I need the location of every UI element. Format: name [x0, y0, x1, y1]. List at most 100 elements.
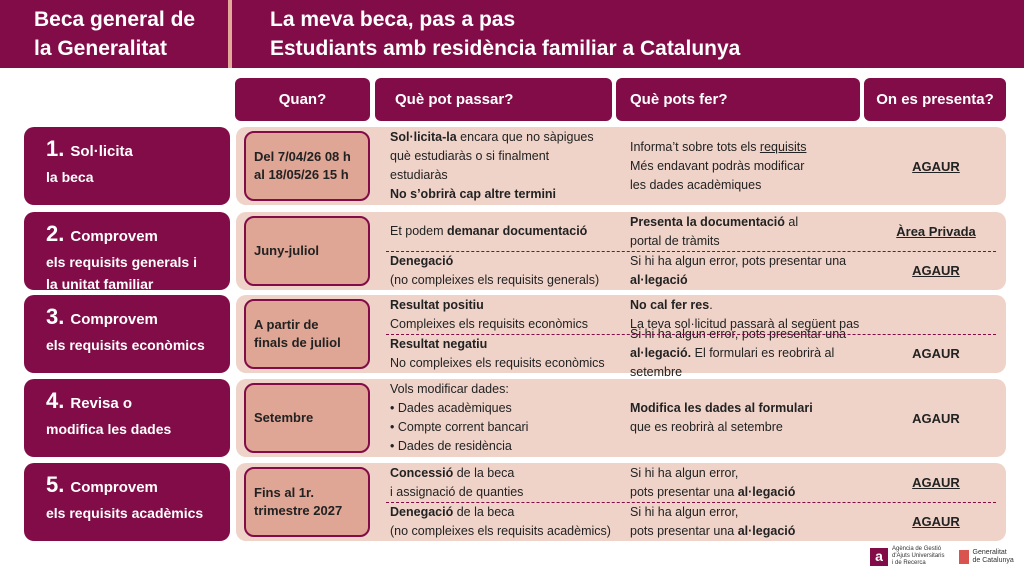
- what-to-do-line: al·legació: [630, 271, 866, 290]
- step-heading: 3. Comprovem: [46, 303, 230, 334]
- step-title: Comprovem: [70, 228, 158, 245]
- step-heading: 4. Revisa o: [46, 387, 230, 418]
- what-to-do-line: Modifica les dades al formulari: [630, 399, 866, 418]
- text-segment: què estudiaràs o si finalment: [390, 149, 550, 163]
- step-title: Comprovem: [70, 479, 158, 496]
- text-segment: Si hi ha algun error,: [630, 504, 739, 519]
- gencat-logo-text: de Catalunya: [972, 556, 1014, 564]
- what-to-do-line: Si hi ha algun error, pots presentar una: [630, 252, 866, 271]
- what-can-happen-line: Sol·licita-la encara que no sàpigues: [390, 128, 622, 147]
- date-box: Del 7/04/26 08 h al 18/05/26 15 h: [244, 131, 370, 201]
- what-can-happen: Sol·licita-la encara que no sàpigues què …: [390, 127, 622, 205]
- submit-link[interactable]: AGAUR: [912, 158, 960, 174]
- text-segment: encara que no sàpigues: [456, 130, 594, 144]
- what-can-happen: Resultat positiu Compleixes els requisits…: [390, 295, 622, 334]
- text-segment: Vols modificar dades:: [390, 382, 509, 396]
- text-segment: (no compleixes els requisits generals): [390, 272, 600, 287]
- where-to-submit: AGAUR: [866, 251, 1006, 290]
- agaur-logo-text: Agència de Gestió: [892, 546, 942, 552]
- text-segment: que es reobrirà al setembre: [630, 420, 783, 434]
- where-to-submit: [866, 295, 1006, 334]
- what-to-do-line: Presenta la documentació al: [630, 213, 866, 232]
- text-segment: al·legació: [737, 484, 796, 499]
- date-box: A partir de finals de juliol: [244, 299, 370, 369]
- step-box: 1. Sol·licita la beca: [24, 127, 230, 205]
- what-can-happen-line: estudiaràs: [390, 166, 622, 185]
- step-panel: Setembre Vols modificar dades: • Dades aca…: [236, 379, 1006, 457]
- step-title: Comprovem: [70, 311, 158, 328]
- date-line: Setembre: [254, 410, 314, 425]
- step-title-line: la beca: [46, 169, 94, 185]
- requisits-link[interactable]: requisits: [759, 139, 807, 154]
- text-segment: Sol·licita-la: [390, 130, 457, 144]
- text-segment: Informa’t sobre tots els: [630, 139, 760, 154]
- gencat-logo: Generalitat de Catalunya: [958, 549, 1014, 565]
- outcome-row: Concessió de la beca i assignació de quan…: [236, 463, 1006, 502]
- title-banner: [0, 0, 1024, 68]
- what-can-happen: Vols modificar dades: • Dades acadèmiques…: [390, 379, 622, 457]
- text-segment: Resultat positiu: [390, 297, 484, 312]
- gencat-logo-mark: [958, 549, 969, 564]
- banner-divider: [228, 0, 232, 68]
- submit-link[interactable]: AGAUR: [912, 475, 960, 490]
- date-box: Juny-juliol: [244, 216, 370, 286]
- where-to-submit: AGAUR: [866, 502, 1006, 541]
- program-title: Beca general de la Generalitat: [34, 5, 195, 63]
- what-to-do: Presenta la documentació al portal de trà…: [630, 212, 866, 251]
- what-to-do-line: pots presentar una al·legació: [630, 483, 866, 502]
- text-segment: La teva sol·licitud passarà al següent p…: [630, 316, 860, 331]
- submit-link[interactable]: Àrea Privada: [896, 224, 976, 239]
- submit-link[interactable]: AGAUR: [912, 263, 960, 278]
- what-to-do-line: No cal fer res.: [630, 296, 866, 315]
- step-number: 2.: [46, 221, 65, 246]
- outcome-row: Vols modificar dades: • Dades acadèmiques…: [236, 379, 1006, 457]
- what-can-happen: Et podem demanar documentació: [390, 212, 622, 251]
- what-can-happen-line: • Dades de residència: [390, 437, 622, 456]
- step-title-line: els requisits acadèmics: [46, 505, 204, 521]
- what-to-do: No cal fer res. La teva sol·licitud passa…: [630, 295, 866, 334]
- where-to-submit: AGAUR: [866, 463, 1006, 502]
- agaur-logo-mark: a: [870, 547, 888, 566]
- what-to-do-line: Si hi ha algun error,: [630, 464, 866, 483]
- column-header-quan: Quan?: [235, 78, 370, 121]
- text-segment: demanar documentació: [446, 224, 588, 238]
- page-title: La meva beca, pas a pas Estudiants amb r…: [270, 5, 740, 63]
- text-segment: de la beca: [453, 465, 515, 480]
- step-panel: Fins al 1r. trimestre 2027 Concessió de la…: [236, 463, 1006, 541]
- what-can-happen: Resultat negatiu No compleixes els requis…: [390, 334, 622, 373]
- what-can-happen-line: No s’obrirà cap altre termini: [390, 185, 622, 204]
- step-heading: 1. Sol·licita: [46, 135, 230, 166]
- what-to-do: Si hi ha algun error, pots presentar una…: [630, 327, 866, 379]
- text-segment: Si hi ha algun error, pots presentar una: [630, 253, 847, 268]
- text-segment: • Dades de residència: [390, 439, 512, 453]
- submit-link[interactable]: AGAUR: [912, 514, 960, 529]
- what-to-do: Modifica les dades al formulari que es re…: [630, 379, 866, 457]
- text-segment: No s’obrirà cap altre termini: [390, 187, 557, 201]
- text-segment: i assignació de quanties: [390, 484, 524, 499]
- step-title: Revisa o: [70, 395, 133, 412]
- what-can-happen-line: i assignació de quanties: [390, 483, 622, 502]
- what-to-do-line: les dades acadèmiques: [630, 176, 866, 195]
- what-can-happen: Denegació (no compleixes els requisits ge…: [390, 251, 622, 290]
- outcome-row: Denegació (no compleixes els requisits ge…: [236, 251, 1006, 290]
- what-can-happen-line: Concessió de la beca: [390, 464, 622, 483]
- where-to-submit: AGAUR: [866, 379, 1006, 457]
- where-to-submit: AGAUR: [866, 127, 1006, 205]
- text-segment: portal de tràmits: [630, 233, 720, 248]
- outcome-row: Et podem demanar documentació Presenta la…: [236, 212, 1006, 251]
- what-to-do-line: Més endavant podràs modificar: [630, 157, 866, 176]
- submit-label: AGAUR: [912, 346, 960, 361]
- date-line: A partir de: [254, 317, 319, 332]
- what-to-do-line: La teva sol·licitud passarà al següent p…: [630, 315, 866, 334]
- text-segment: • Compte corrent bancari: [390, 420, 529, 434]
- column-header-que-pots-fer: Què pots fer?: [616, 78, 860, 121]
- date-box: Setembre: [244, 383, 370, 453]
- what-to-do-line: al·legació. El formulari es reobrirà al …: [630, 344, 866, 382]
- what-to-do: Si hi ha algun error, pots presentar una …: [630, 502, 866, 541]
- step-number: 1.: [46, 136, 65, 161]
- agaur-logo: a Agència de Gestió d'Ajuts Universitari…: [870, 546, 945, 567]
- what-can-happen: Concessió de la beca i assignació de quan…: [390, 463, 622, 502]
- text-segment: Si hi ha algun error,: [630, 465, 739, 480]
- step-number: 4.: [46, 388, 65, 413]
- where-to-submit: Àrea Privada: [866, 212, 1006, 251]
